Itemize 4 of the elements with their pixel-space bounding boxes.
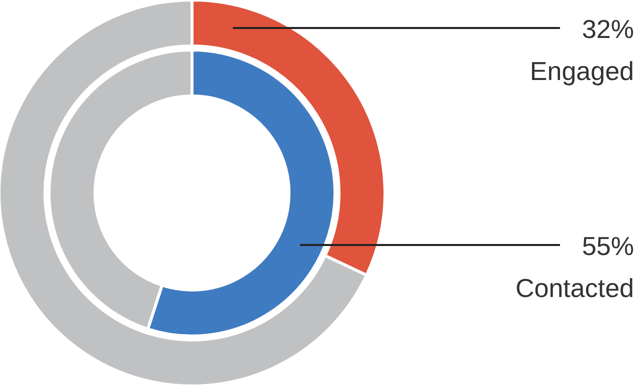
- data-label: 32%: [582, 14, 634, 44]
- data-label: 55%: [582, 231, 634, 261]
- slice-label: Engaged: [530, 56, 634, 86]
- slice-label: Contacted: [515, 273, 634, 303]
